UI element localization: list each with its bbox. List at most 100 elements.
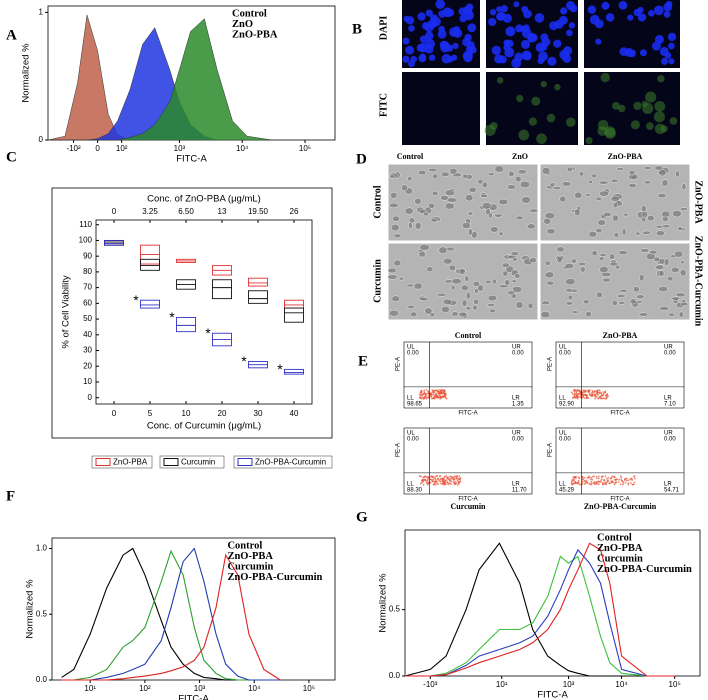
event-dot xyxy=(439,397,442,400)
y-tick-label: 10 xyxy=(83,377,92,386)
box xyxy=(284,299,304,309)
cell xyxy=(451,311,459,317)
y-tick-label: 70 xyxy=(83,283,92,292)
event-dot xyxy=(572,476,575,479)
fitc-cell xyxy=(618,104,626,113)
x-tick-label: -10³ xyxy=(423,680,438,689)
event-dot xyxy=(593,391,595,394)
event-dot xyxy=(577,479,580,482)
cell xyxy=(460,284,469,291)
quadrant-name: LR xyxy=(512,482,520,488)
event-dot xyxy=(573,395,576,397)
event-dot xyxy=(572,396,575,399)
cell xyxy=(444,202,455,210)
event-dot xyxy=(441,395,444,398)
legend-label: ZnO-PBA xyxy=(232,29,278,40)
x-tick-label: 10¹ xyxy=(496,680,508,689)
nucleus xyxy=(605,13,615,22)
box xyxy=(140,258,160,271)
cell xyxy=(565,278,576,286)
quadrant-name: UR xyxy=(512,345,521,351)
event-dot xyxy=(570,391,573,394)
nucleus xyxy=(505,26,516,37)
cell xyxy=(677,226,683,231)
cell xyxy=(398,276,405,281)
fitc-cell xyxy=(654,100,666,112)
event-dot xyxy=(437,477,440,480)
cell xyxy=(467,211,473,216)
event-dot xyxy=(593,475,595,478)
nucleus xyxy=(467,23,477,33)
x-tick-label: 5 xyxy=(148,409,153,418)
event-dot xyxy=(631,479,634,481)
nucleus xyxy=(569,4,578,13)
event-dot xyxy=(605,477,608,480)
event-dot xyxy=(594,397,597,400)
event-dot xyxy=(583,390,586,393)
cell xyxy=(635,231,641,236)
nucleus xyxy=(534,13,545,23)
quadrant-value: 0.00 xyxy=(407,437,419,443)
quadrant-value: 0.00 xyxy=(512,437,524,443)
cell xyxy=(494,213,503,218)
cell xyxy=(521,196,531,204)
event-dot xyxy=(629,478,632,481)
event-dot xyxy=(445,397,448,400)
event-dot xyxy=(582,395,584,397)
cell xyxy=(561,181,572,187)
nucleus xyxy=(566,29,573,37)
nucleus xyxy=(537,57,545,65)
event-dot xyxy=(424,475,427,478)
y-tick-label: 1 xyxy=(39,7,44,16)
event-dot xyxy=(588,482,590,485)
fitc-cell xyxy=(633,101,642,111)
cell xyxy=(540,311,551,319)
cell xyxy=(588,179,593,184)
nucleus xyxy=(425,9,433,17)
cell xyxy=(603,211,612,218)
event-dot xyxy=(589,392,591,395)
event-dot xyxy=(612,481,615,484)
legend-label: ZnO-PBA xyxy=(227,551,273,562)
cell xyxy=(579,266,586,273)
event-dot xyxy=(633,477,636,480)
top-tick-label: 26 xyxy=(290,207,299,216)
nucleus xyxy=(514,52,524,62)
cell xyxy=(571,310,579,314)
cell xyxy=(442,298,453,306)
cell xyxy=(612,214,619,222)
event-dot xyxy=(435,392,438,395)
cell xyxy=(674,170,681,178)
event-dot xyxy=(585,479,588,482)
x-axis-title: FITC-A xyxy=(178,694,209,700)
quadrant-value: 0.00 xyxy=(664,437,676,443)
cell xyxy=(610,195,620,202)
nucleus xyxy=(637,13,647,22)
event-dot xyxy=(577,476,580,479)
cell xyxy=(461,222,471,229)
nucleus xyxy=(425,31,434,41)
row-label: ZnO-PBA-Curcumin xyxy=(693,236,704,327)
nucleus xyxy=(539,42,548,51)
event-dot xyxy=(456,479,459,482)
x-axis-title: FITC-A xyxy=(176,154,207,165)
cell xyxy=(504,279,511,286)
cell xyxy=(465,194,474,202)
event-dot xyxy=(420,390,422,393)
event-dot xyxy=(577,481,580,484)
legend-label: Curcumin xyxy=(227,561,273,572)
event-dot xyxy=(586,394,589,397)
row-label: ZnO-PBA xyxy=(693,180,704,224)
nucleus xyxy=(668,58,675,65)
event-dot xyxy=(423,389,426,392)
cell xyxy=(514,175,522,183)
event-dot xyxy=(621,483,624,486)
nucleus xyxy=(515,24,524,33)
nucleus xyxy=(648,10,655,17)
event-dot xyxy=(431,480,434,482)
top-tick-label: 19.50 xyxy=(248,207,269,216)
cell xyxy=(598,256,605,261)
box xyxy=(104,239,124,246)
top-tick-label: 6.50 xyxy=(178,207,194,216)
nucleus xyxy=(403,15,410,23)
